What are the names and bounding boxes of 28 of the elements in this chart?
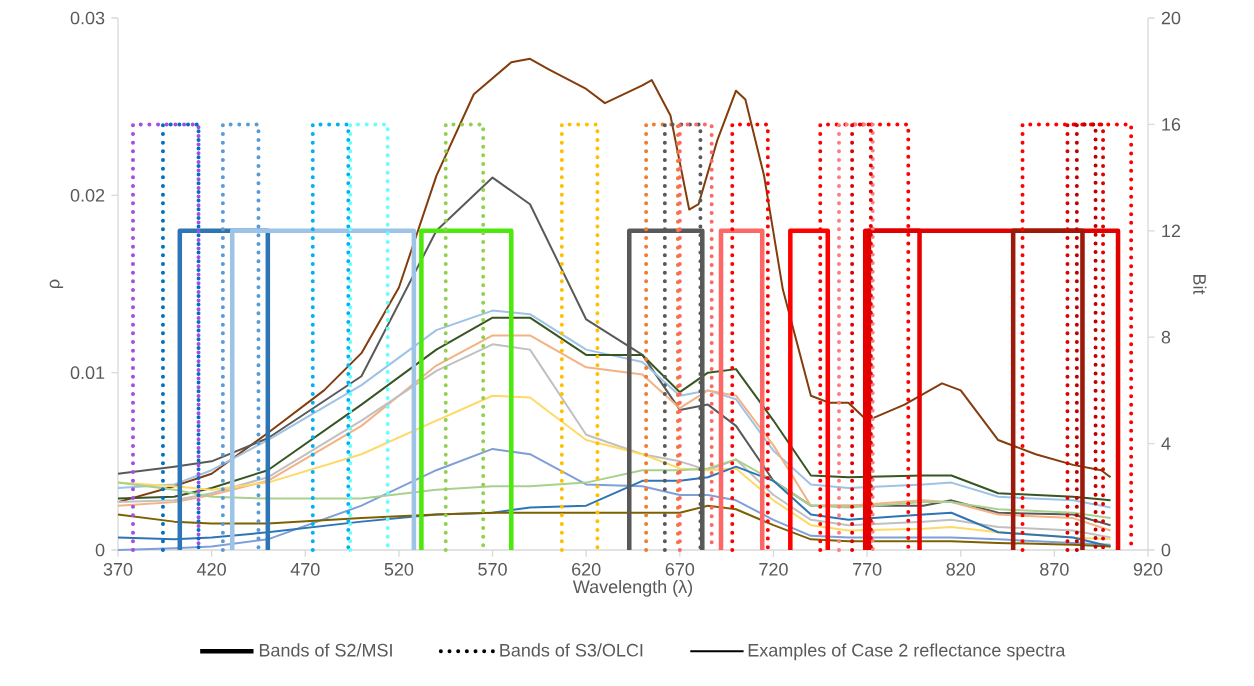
- x-tick-label: 570: [478, 562, 507, 576]
- legend-label: Bands of S2/MSI: [259, 643, 392, 657]
- y2-tick-label: 20: [1161, 11, 1181, 25]
- y2-tick-label: 0: [1161, 543, 1171, 557]
- x-tick-label: 520: [384, 562, 414, 576]
- x-tick-label: 720: [759, 562, 788, 576]
- x-tick-label: 470: [290, 562, 320, 576]
- x-tick-label: 370: [103, 562, 133, 576]
- y2-tick-label: 12: [1162, 224, 1181, 238]
- y2-axis-title: Bit: [1193, 274, 1207, 295]
- x-tick-label: 420: [197, 562, 226, 576]
- y2-tick-label: 4: [1161, 437, 1171, 450]
- x-tick-label: 870: [1040, 562, 1069, 576]
- y-axis-title: ρ: [49, 279, 64, 288]
- y-tick-label: 0.01: [70, 366, 105, 380]
- y2-tick-label: 16: [1162, 118, 1181, 131]
- x-axis-title: Wavelength (λ): [572, 579, 693, 597]
- legend-label: Bands of S3/OLCI: [500, 643, 643, 657]
- x-tick-label: 820: [946, 562, 976, 576]
- x-tick-label: 620: [572, 562, 601, 576]
- y-tick-label: 0.03: [70, 11, 105, 25]
- y-tick-label: 0.02: [70, 188, 105, 202]
- x-tick-label: 920: [1133, 562, 1163, 576]
- x-tick-label: 770: [853, 562, 882, 576]
- legend-label: Examples of Case 2 reflectance spectra: [748, 643, 1066, 661]
- y-tick-label: 0: [95, 543, 105, 557]
- y2-tick-label: 8: [1161, 330, 1171, 344]
- x-tick-label: 670: [665, 562, 695, 576]
